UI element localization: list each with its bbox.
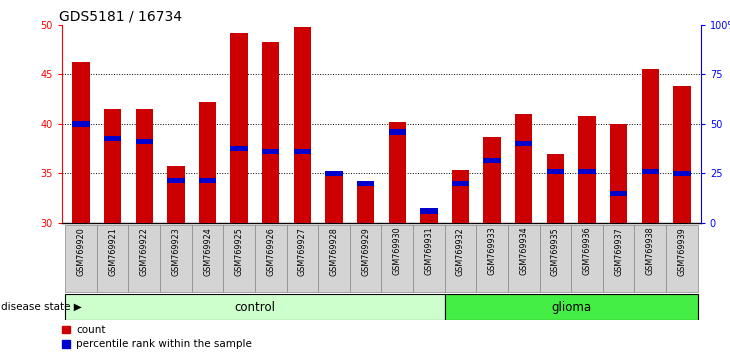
Bar (199, 178, 216, 183)
FancyBboxPatch shape (603, 225, 634, 292)
Text: GSM769922: GSM769922 (139, 227, 149, 276)
FancyBboxPatch shape (413, 225, 445, 292)
Bar (357, 181, 374, 223)
FancyBboxPatch shape (445, 225, 476, 292)
Bar (610, 190, 627, 196)
FancyBboxPatch shape (318, 225, 350, 292)
Bar (578, 116, 596, 223)
Text: GSM769923: GSM769923 (172, 227, 180, 275)
Bar (62, 340, 70, 348)
Text: GDS5181 / 16734: GDS5181 / 16734 (59, 10, 182, 24)
Bar (262, 149, 280, 154)
Bar (515, 141, 532, 147)
Text: GSM769928: GSM769928 (329, 227, 339, 275)
Text: GSM769934: GSM769934 (519, 227, 529, 275)
Text: disease state ▶: disease state ▶ (1, 302, 82, 312)
Bar (231, 33, 247, 223)
FancyBboxPatch shape (508, 225, 539, 292)
Bar (610, 124, 627, 223)
FancyBboxPatch shape (350, 225, 381, 292)
Bar (547, 169, 564, 174)
Text: GSM769932: GSM769932 (456, 227, 465, 275)
Bar (167, 178, 185, 183)
Bar (167, 166, 185, 223)
FancyBboxPatch shape (381, 225, 413, 292)
Text: percentile rank within the sample: percentile rank within the sample (76, 339, 252, 349)
Bar (388, 129, 406, 135)
FancyBboxPatch shape (97, 225, 128, 292)
Text: GSM769933: GSM769933 (488, 227, 496, 275)
Bar (420, 209, 437, 214)
Bar (72, 62, 90, 223)
Bar (199, 102, 216, 223)
Text: GSM769927: GSM769927 (298, 227, 307, 276)
Bar (293, 149, 311, 154)
Text: count: count (76, 325, 106, 335)
Bar (420, 211, 437, 223)
Bar (357, 181, 374, 186)
Bar (642, 169, 659, 174)
Bar (483, 158, 501, 163)
FancyBboxPatch shape (634, 225, 666, 292)
Bar (642, 69, 659, 223)
Bar (515, 114, 532, 223)
FancyBboxPatch shape (666, 225, 698, 292)
Bar (452, 171, 469, 223)
Bar (673, 171, 691, 176)
FancyBboxPatch shape (476, 225, 508, 292)
Bar (136, 139, 153, 144)
Text: glioma: glioma (551, 301, 591, 314)
Text: GSM769920: GSM769920 (77, 227, 85, 275)
Text: GSM769926: GSM769926 (266, 227, 275, 275)
Bar (293, 27, 311, 223)
Text: control: control (234, 301, 275, 314)
Bar (104, 109, 121, 223)
Bar (262, 42, 280, 223)
FancyBboxPatch shape (192, 225, 223, 292)
FancyBboxPatch shape (128, 225, 160, 292)
Bar (578, 169, 596, 174)
FancyBboxPatch shape (160, 225, 192, 292)
Bar (62, 326, 70, 333)
Text: GSM769938: GSM769938 (646, 227, 655, 275)
Text: GSM769924: GSM769924 (203, 227, 212, 275)
Bar (452, 181, 469, 186)
FancyBboxPatch shape (65, 294, 445, 320)
Bar (136, 109, 153, 223)
Text: GSM769921: GSM769921 (108, 227, 117, 275)
Bar (104, 136, 121, 142)
Text: GSM769935: GSM769935 (551, 227, 560, 275)
Text: GSM769931: GSM769931 (424, 227, 434, 275)
Bar (673, 86, 691, 223)
FancyBboxPatch shape (223, 225, 255, 292)
Bar (547, 154, 564, 223)
Text: GSM769930: GSM769930 (393, 227, 402, 275)
Text: GSM769929: GSM769929 (361, 227, 370, 276)
FancyBboxPatch shape (445, 294, 698, 320)
FancyBboxPatch shape (65, 225, 97, 292)
Bar (388, 122, 406, 223)
Bar (483, 137, 501, 223)
FancyBboxPatch shape (571, 225, 603, 292)
Bar (326, 171, 342, 176)
FancyBboxPatch shape (539, 225, 571, 292)
FancyBboxPatch shape (287, 225, 318, 292)
Text: GSM769925: GSM769925 (234, 227, 244, 276)
Bar (231, 146, 247, 152)
Text: GSM769936: GSM769936 (583, 227, 591, 275)
FancyBboxPatch shape (255, 225, 287, 292)
Text: GSM769937: GSM769937 (614, 227, 623, 275)
Bar (72, 121, 90, 127)
Text: GSM769939: GSM769939 (677, 227, 686, 275)
Bar (326, 173, 342, 223)
